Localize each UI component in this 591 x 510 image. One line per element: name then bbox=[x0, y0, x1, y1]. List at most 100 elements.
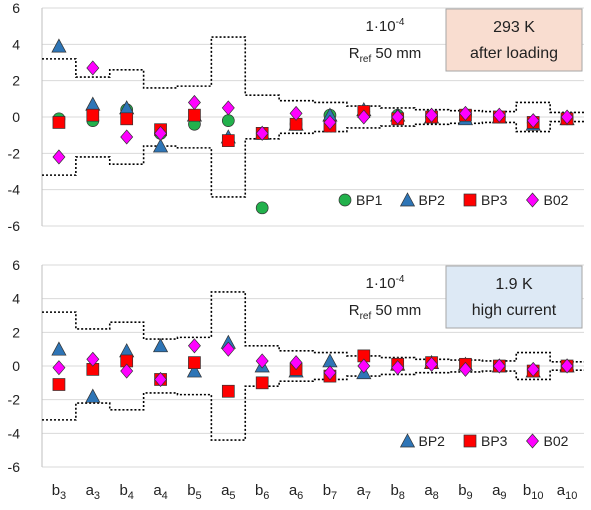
x-tick-subscript: 5 bbox=[196, 490, 202, 502]
legend-marker bbox=[463, 434, 477, 448]
data-point bbox=[289, 355, 303, 371]
x-tick-base: b bbox=[119, 482, 127, 499]
x-tick-label: a9 bbox=[492, 482, 506, 502]
x-tick-base: a bbox=[557, 482, 566, 499]
data-point bbox=[425, 107, 439, 123]
x-tick-base: a bbox=[153, 482, 162, 499]
legend-label: B02 bbox=[544, 433, 569, 449]
legend-label: BP2 bbox=[419, 433, 446, 449]
y-tick-label: 2 bbox=[12, 324, 20, 340]
data-point bbox=[458, 105, 472, 121]
condition-box bbox=[445, 265, 583, 329]
y-tick-label: -4 bbox=[8, 182, 21, 198]
data-point bbox=[120, 363, 134, 379]
data-point bbox=[86, 351, 100, 367]
data-point bbox=[188, 108, 201, 122]
data-point bbox=[85, 96, 101, 111]
data-point bbox=[560, 358, 574, 374]
x-tick-label: b9 bbox=[458, 482, 472, 502]
data-point bbox=[120, 112, 134, 126]
condition-box bbox=[445, 8, 583, 72]
scale-note-exponent: -4 bbox=[396, 274, 405, 285]
x-tick-subscript: 9 bbox=[500, 490, 506, 502]
data-point bbox=[492, 358, 506, 374]
ref-symbol: R bbox=[349, 45, 360, 62]
x-tick-base: a bbox=[357, 482, 366, 499]
x-tick-subscript: 7 bbox=[365, 490, 371, 502]
x-tick-base: a bbox=[86, 482, 95, 499]
x-tick-label: b5 bbox=[187, 482, 201, 502]
x-tick-subscript: 5 bbox=[229, 490, 235, 502]
data-point bbox=[52, 378, 66, 391]
legend-label: BP3 bbox=[481, 192, 508, 208]
data-point bbox=[52, 149, 66, 165]
legend-marker bbox=[526, 433, 539, 449]
x-tick-label: b10 bbox=[523, 482, 544, 502]
y-tick-label: 0 bbox=[12, 358, 20, 374]
y-tick-label: 4 bbox=[12, 36, 20, 52]
data-point bbox=[52, 116, 66, 129]
x-tick-label: b8 bbox=[390, 482, 404, 502]
x-tick-base: b bbox=[255, 482, 263, 499]
data-point bbox=[289, 105, 303, 121]
x-tick-subscript: 3 bbox=[94, 490, 100, 502]
x-tick-subscript: 3 bbox=[60, 490, 66, 502]
data-point bbox=[221, 341, 235, 357]
ref-subscript: ref bbox=[360, 54, 372, 65]
data-point bbox=[51, 341, 67, 356]
y-tick-label: 2 bbox=[12, 73, 20, 89]
scale-note-base: 1·10 bbox=[366, 275, 396, 292]
data-point bbox=[323, 365, 337, 381]
reference-radius-note: Rref 50 mm bbox=[349, 302, 422, 322]
x-tick-subscript: 7 bbox=[331, 490, 337, 502]
reference-radius-note: Rref 50 mm bbox=[349, 45, 422, 65]
x-tick-label: b7 bbox=[323, 482, 337, 502]
data-point bbox=[120, 129, 134, 145]
x-tick-label: a8 bbox=[424, 482, 438, 502]
x-tick-subscript: 8 bbox=[399, 490, 405, 502]
data-point bbox=[221, 114, 235, 127]
data-point bbox=[188, 356, 201, 369]
data-point bbox=[492, 107, 506, 123]
condition-state: high current bbox=[472, 302, 557, 319]
x-tick-base: a bbox=[289, 482, 298, 499]
data-point bbox=[458, 361, 472, 377]
y-tick-label: -6 bbox=[8, 218, 21, 234]
envelope-upper bbox=[42, 291, 584, 363]
x-tick-base: b bbox=[323, 482, 331, 499]
x-tick-label: b4 bbox=[119, 482, 133, 502]
data-point bbox=[560, 109, 574, 125]
envelope-upper bbox=[42, 36, 584, 114]
x-tick-base: b bbox=[52, 482, 60, 499]
data-point bbox=[526, 113, 540, 129]
legend-marker bbox=[399, 192, 416, 207]
envelope-lower bbox=[42, 120, 584, 198]
x-tick-base: b bbox=[523, 482, 531, 499]
x-tick-subscript: 9 bbox=[467, 490, 473, 502]
data-point bbox=[187, 94, 201, 111]
y-tick-label: -6 bbox=[8, 459, 21, 475]
x-tick-label: a6 bbox=[289, 482, 303, 502]
data-point bbox=[221, 134, 235, 147]
data-point bbox=[51, 38, 67, 53]
y-tick-label: 4 bbox=[12, 291, 20, 307]
scale-note-base: 1·10 bbox=[366, 18, 396, 35]
data-point bbox=[86, 108, 100, 122]
x-tick-subscript: 6 bbox=[263, 490, 269, 502]
x-tick-label: a3 bbox=[86, 482, 100, 502]
data-point bbox=[221, 100, 235, 116]
legend-marker bbox=[463, 193, 477, 207]
legend-marker bbox=[399, 433, 416, 448]
x-tick-subscript: 10 bbox=[531, 490, 543, 502]
data-point bbox=[186, 363, 203, 378]
series-b02 bbox=[52, 60, 574, 165]
data-point bbox=[322, 353, 338, 368]
data-point bbox=[187, 338, 201, 354]
legend-label: BP2 bbox=[419, 192, 446, 208]
data-point bbox=[152, 138, 169, 153]
x-tick-label: b3 bbox=[52, 482, 66, 502]
